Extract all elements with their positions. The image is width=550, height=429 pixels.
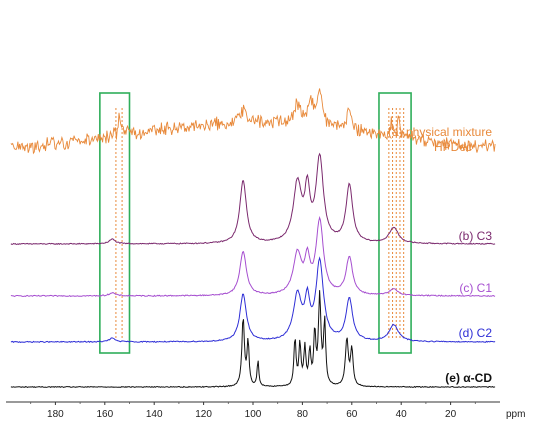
x-tick-label: 140 <box>146 409 163 420</box>
x-tick-label: 80 <box>297 409 309 420</box>
x-tick-label: 180 <box>47 409 64 420</box>
series-label-3: (c) C1 <box>459 281 492 295</box>
series-label-line: (b) C3 <box>459 229 493 243</box>
x-tick-label: 60 <box>346 409 358 420</box>
spectrum-trace-2 <box>10 152 496 246</box>
series-label-line: HPDec <box>434 140 472 154</box>
x-tick-label: 20 <box>445 409 457 420</box>
highlight-boxes <box>99 92 412 354</box>
highlight-box <box>378 92 412 354</box>
series-label-2: (b) C3 <box>459 229 493 243</box>
x-axis-unit-label: ppm <box>506 409 525 420</box>
series-label-line: (e) α-CD <box>445 371 492 385</box>
x-tick-label: 160 <box>96 409 113 420</box>
series-label-line: (a) physical mixture <box>388 125 492 139</box>
series-label-5: (e) α-CD <box>445 371 492 385</box>
series-label-1: (a) physical mixture HPDec <box>388 125 492 154</box>
spectrum-trace-3 <box>10 215 496 298</box>
spectrum-trace-1 <box>10 88 496 155</box>
x-tick-label: 120 <box>195 409 212 420</box>
series-label-line: (c) C1 <box>459 281 492 295</box>
series-labels: (a) physical mixture HPDec (b) C3 (c) C1 (d)… <box>388 125 492 385</box>
x-tick-label: 40 <box>396 409 408 420</box>
series-label-line: (d) C2 <box>459 326 493 340</box>
series-label-4: (d) C2 <box>459 326 493 340</box>
peak-guide-lines <box>115 108 405 338</box>
x-axis: 180 160 140 120 100 80 60 40 20 <box>6 401 500 420</box>
spectrum-traces <box>10 88 496 389</box>
spectrum-trace-5 <box>10 290 496 389</box>
spectrum-trace-4 <box>10 256 496 344</box>
x-tick-label: 100 <box>245 409 262 420</box>
highlight-box <box>99 92 131 354</box>
